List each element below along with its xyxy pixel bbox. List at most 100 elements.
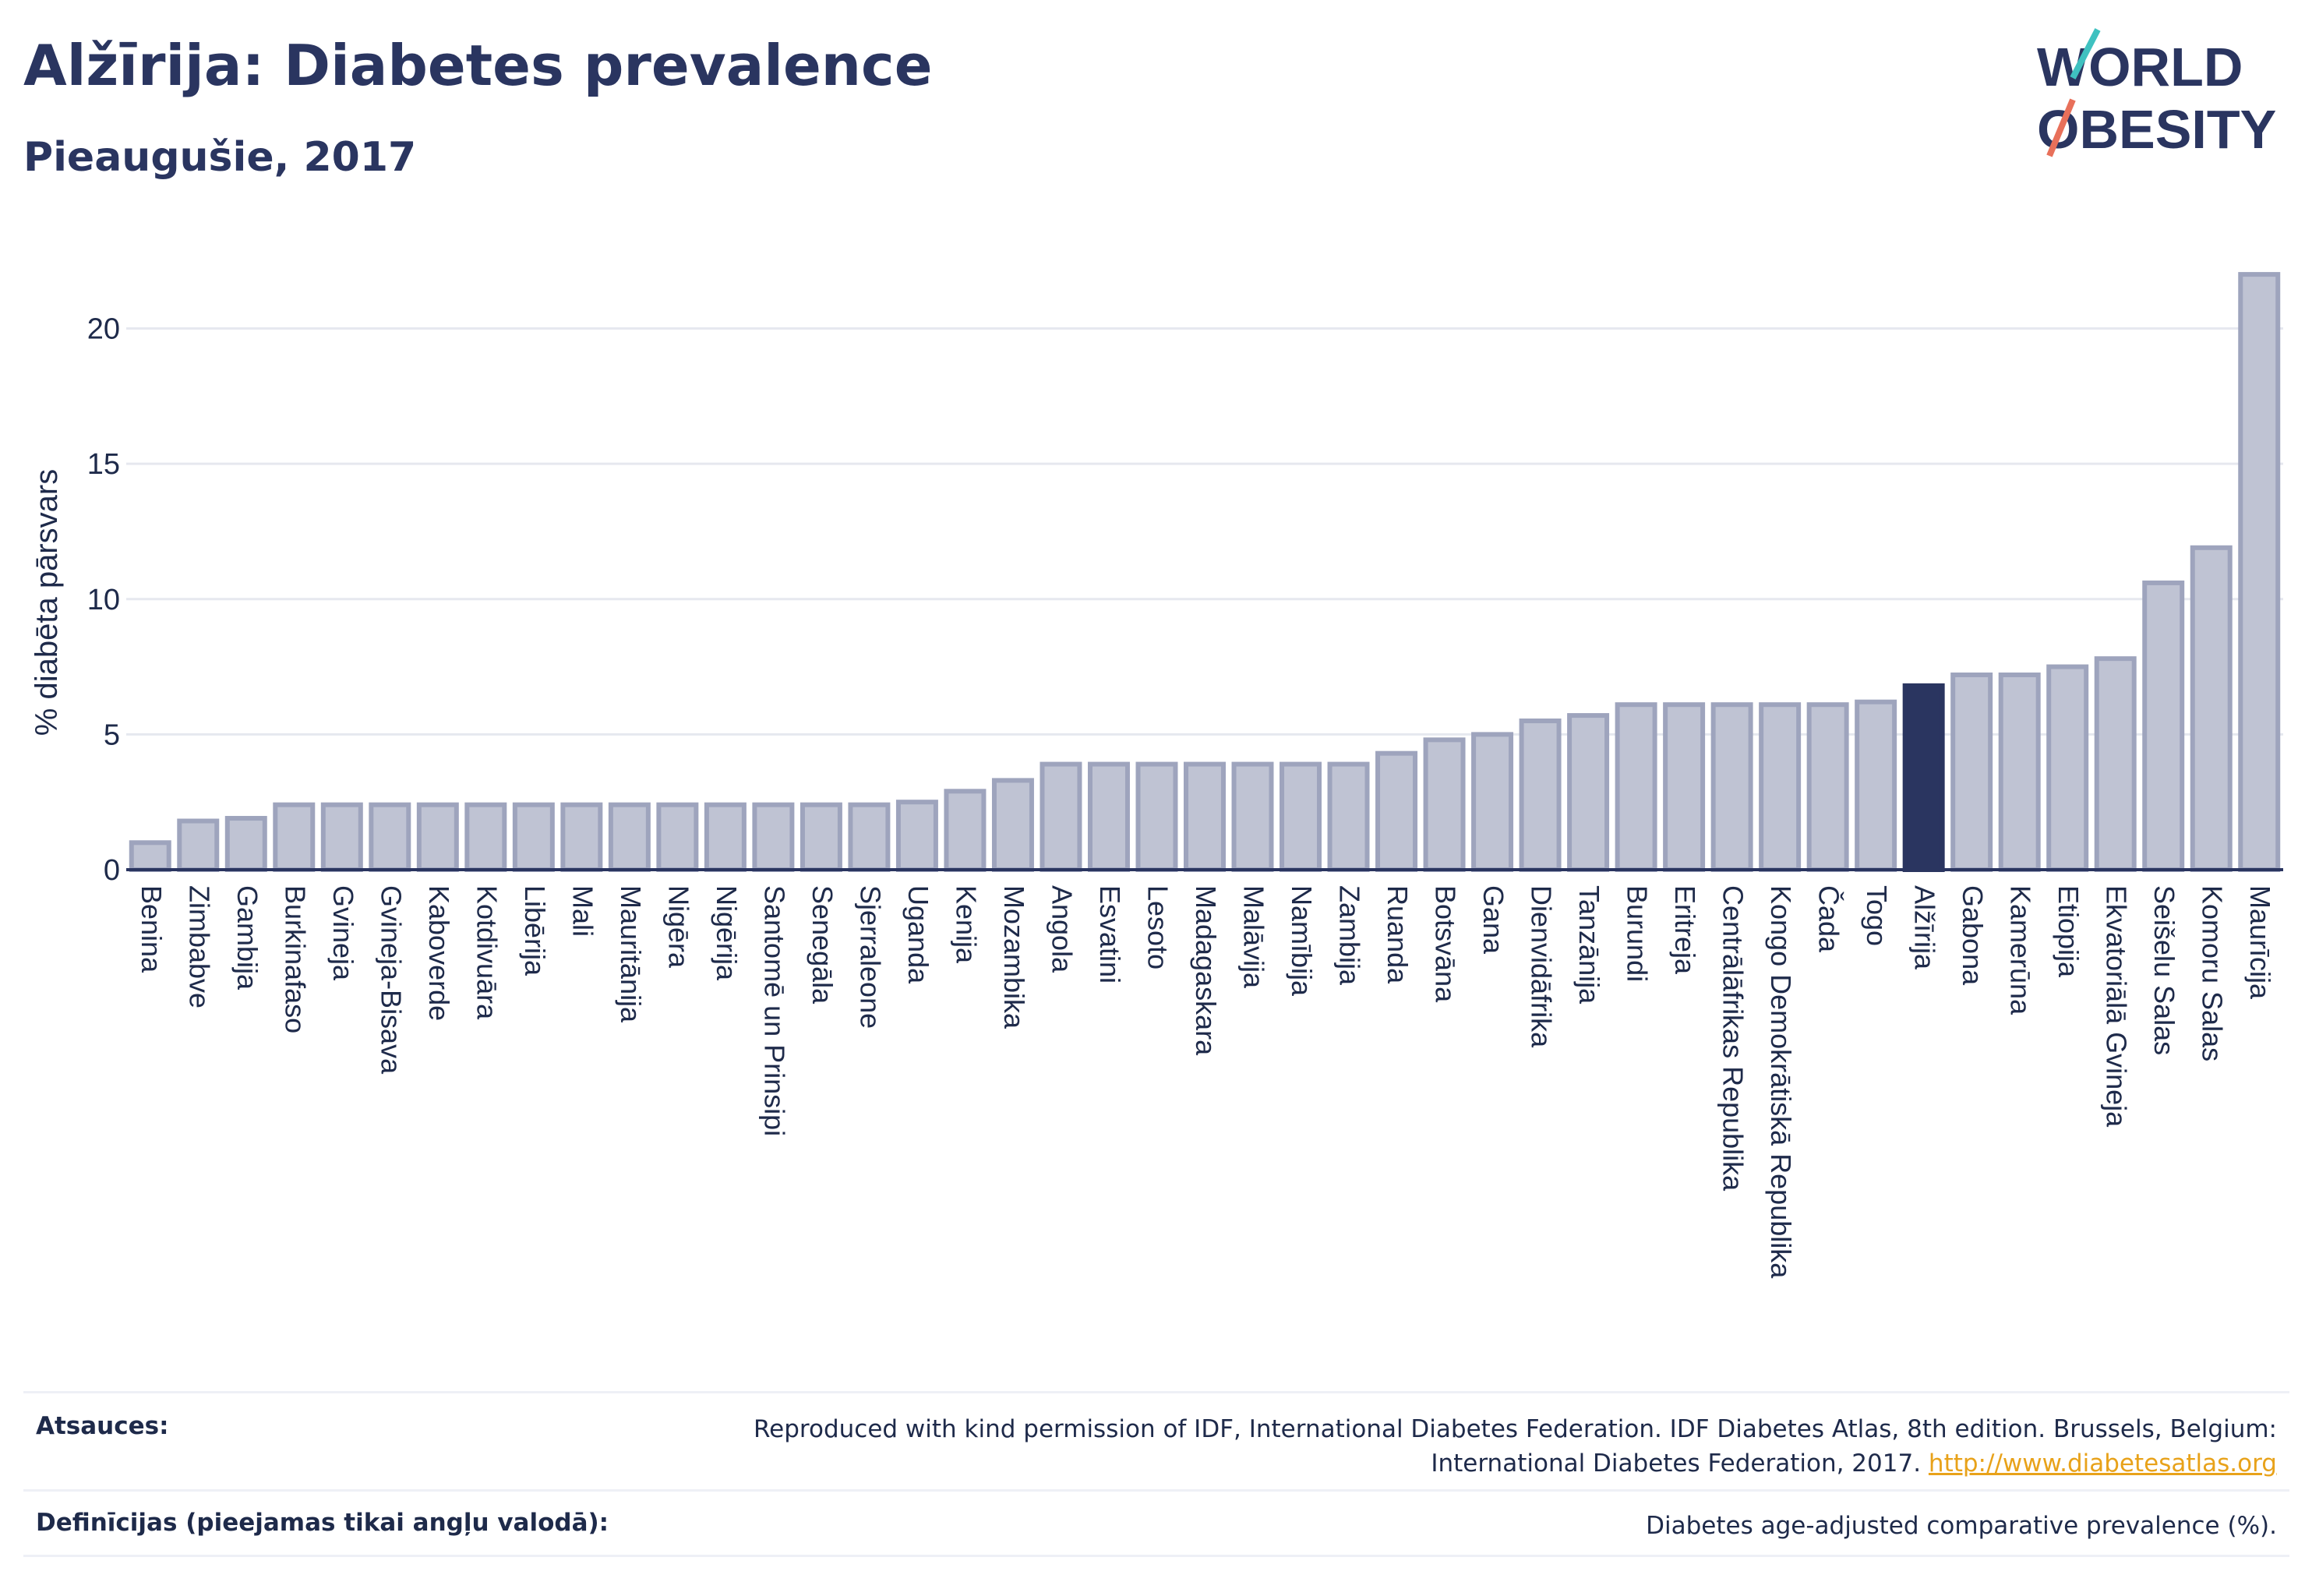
bar [512,802,555,872]
bar [1567,713,1610,872]
x-tick-label: Sjerraleone [854,885,886,1029]
x-tick-label: Maurīcija [2244,885,2276,1000]
y-tick-label: 10 [87,584,120,616]
bar [1855,699,1897,873]
sources-text: Reproduced with kind permission of IDF, … [754,1412,2277,1481]
bar [2238,272,2281,873]
x-tick-label: Kaboverde [423,885,455,1021]
bar [177,818,220,873]
bar [464,802,507,872]
x-tick-label: Centrālāfrikas Republika [1717,885,1749,1192]
x-tick-label: Esvatini [1094,885,1126,983]
x-tick-label: Gvineja [327,885,359,981]
sources-line1: Reproduced with kind permission of IDF, … [754,1415,2277,1443]
definitions-label: Definīcijas (pieejamas tikai angļu valod… [36,1509,609,1537]
bar [1423,737,1466,872]
x-tick-label: Gabona [1957,885,1989,986]
sources-line2: International Diabetes Federation, 2017. [1431,1449,1922,1478]
page-title: Alžīrija: Diabetes prevalence [23,33,933,98]
bar [369,802,411,872]
y-tick-label: 20 [87,313,120,346]
x-tick-label: Benina [136,885,168,973]
x-tick-label: Malāvija [1238,885,1270,989]
bar [1375,750,1418,873]
x-tick-label: Dienvidāfrika [1526,885,1558,1048]
bar [1231,761,1274,873]
bar [2094,656,2137,873]
logo-line1: WORLD [2037,37,2243,97]
footer-divider-top [23,1391,2289,1393]
bar [944,789,987,872]
x-tick-label: Kotdivuāra [471,885,503,1020]
bar [1759,702,1802,873]
bar [895,800,938,873]
bar [991,778,1034,873]
x-tick-label: Mali [567,885,598,937]
x-tick-label: Namībija [1286,885,1318,997]
x-tick-label: Ekvatoriālā Gvineja [2101,885,2133,1128]
bar [1327,761,1370,873]
x-tick-label: Čada [1813,885,1845,953]
bar [2190,545,2233,872]
x-tick-label: Uganda [902,885,934,984]
bar-highlight [1902,683,1945,873]
bar [1040,761,1082,873]
bar [560,802,603,872]
bar [752,802,795,872]
y-tick-label: 15 [87,448,120,481]
x-tick-label: Mozambika [998,885,1030,1029]
x-tick-label: Seišelu Salas [2148,885,2180,1055]
bar [656,802,699,872]
y-tick-label: 5 [104,719,120,751]
bar [2142,580,2185,872]
y-axis-label: % diabēta pārsvars [30,469,64,736]
x-tick-label: Libērija [519,885,551,976]
x-tick-label: Gvineja-Bisava [375,885,407,1075]
x-tick-label: Alžīrija [1909,885,1941,970]
x-tick-label: Zambija [1334,885,1366,986]
x-tick-label: Nigērija [711,885,743,981]
footer-sources-row: Atsauces: Reproduced with kind permissio… [36,1412,2277,1482]
bar [1806,702,1849,873]
bar [1710,702,1753,873]
x-tick-label: Togo [1861,885,1893,946]
bar [129,840,171,873]
logo-slash-teal [2070,28,2101,79]
bar [1663,702,1706,873]
x-tick-label: Komoru Salas [2197,885,2229,1061]
bar [320,802,363,872]
x-tick-label: Kenija [950,885,982,964]
x-tick-label: Kamerūna [2005,885,2037,1015]
sources-link[interactable]: http://www.diabetesatlas.org [1928,1449,2277,1478]
x-tick-label: Senegāla [807,885,838,1005]
bar [1471,732,1514,873]
x-tick-label: Gana [1477,885,1509,955]
bar [1519,719,1562,873]
x-tick-label: Etiopija [2053,885,2084,978]
x-tick-label: Burkinafaso [279,885,311,1033]
x-tick-label: Kongo Demokrātiskā Republika [1765,885,1797,1279]
page-subtitle: Pieaugušie, 2017 [23,134,417,181]
bar [1135,761,1178,873]
x-tick-label: Botsvāna [1430,885,1462,1003]
x-tick-label: Burundi [1622,885,1654,982]
logo-line2: OBESITY [2037,99,2276,160]
bar [416,802,459,872]
bar [1950,672,1993,873]
definitions-text: Diabetes age-adjusted comparative preval… [1646,1512,2277,1540]
x-tick-label: Eritreja [1669,885,1701,975]
footer-divider-mid [23,1489,2289,1492]
bar [800,802,842,872]
x-tick-label: Zimbabve [183,885,215,1008]
bar [1615,702,1657,873]
logo-slash-red [2046,98,2076,157]
bar [1184,761,1226,873]
y-tick-label: 0 [104,854,120,887]
bar [1280,761,1322,873]
x-tick-label: Gambija [231,885,263,990]
tick-labels: 0 5 10 15 20 Benina Zimbabve Gambija Burkinafaso… [87,313,2277,1280]
x-tick-label: Madagaskara [1190,885,1222,1056]
bar [1087,761,1130,873]
x-tick-label: Lesoto [1142,885,1174,969]
x-tick-label: Santomē un Prinsipi [758,885,790,1136]
